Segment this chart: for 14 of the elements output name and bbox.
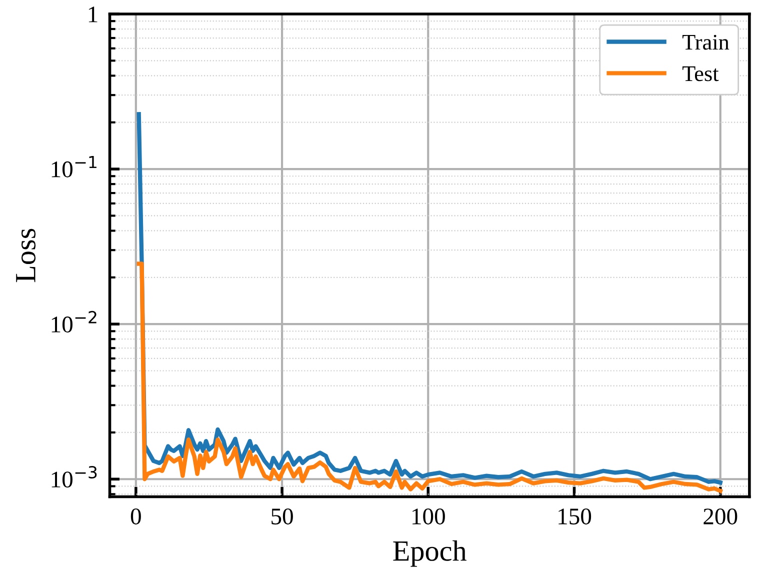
x-tick-label: 50 xyxy=(272,508,293,524)
x-tick-label: 100 xyxy=(412,508,445,524)
x-tick-label: 150 xyxy=(558,508,592,524)
x-tick-label: 200 xyxy=(704,508,738,524)
y-tick-label: 10$^{−1}$ xyxy=(52,156,96,178)
y-tick-label: 10$^{−3}$ xyxy=(52,466,97,488)
y-tick-label: 10$^{−2}$ xyxy=(52,310,96,332)
legend-label: Train xyxy=(682,34,730,50)
legend-label: Test xyxy=(682,66,719,82)
x-axis-title: Epoch xyxy=(393,540,466,567)
x-tick-label: 0 xyxy=(130,508,141,524)
line-series xyxy=(136,262,722,493)
y-axis-title: Loss xyxy=(16,228,36,282)
y-tick-label: 1 xyxy=(88,6,98,22)
